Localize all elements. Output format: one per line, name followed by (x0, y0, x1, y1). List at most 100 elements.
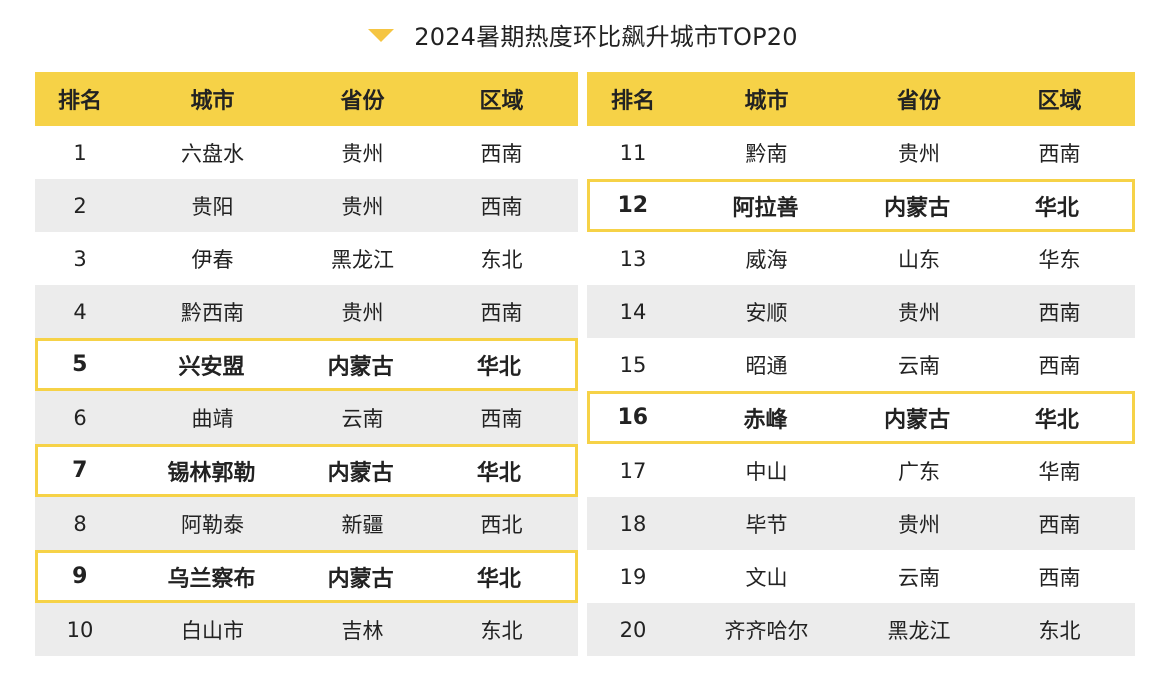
cell-province: 广东 (898, 459, 940, 484)
cell-region: 西北 (480, 512, 523, 537)
table-row: 20 齐齐哈尔 黑龙江 东北 (587, 603, 1135, 656)
cell-rank: 1 (73, 140, 87, 165)
title-bar: 2024暑期热度环比飙升城市TOP20 (0, 14, 1166, 54)
table-row: 18 毕节 贵州 西南 (587, 497, 1135, 550)
table-row: 13 威海 山东 华东 (587, 232, 1135, 285)
cell-province: 贵州 (341, 141, 384, 166)
cell-rank: 2 (73, 193, 87, 218)
cell-city: 文山 (745, 565, 788, 590)
table-row-highlighted: 16 赤峰 内蒙古 华北 (587, 391, 1135, 444)
cell-city: 曲靖 (191, 406, 234, 431)
cell-rank: 18 (619, 511, 647, 536)
cell-rank: 19 (619, 564, 647, 589)
cell-region: 华北 (476, 354, 521, 380)
table-row: 2 贵阳 贵州 西南 (35, 179, 578, 232)
cell-region: 西南 (1038, 353, 1081, 378)
table-row-highlighted: 5 兴安盟 内蒙古 华北 (35, 338, 578, 391)
header-rank: 排名 (57, 89, 102, 114)
cell-region: 西南 (480, 406, 523, 431)
cell-rank: 14 (619, 299, 647, 324)
cell-province: 贵州 (898, 512, 940, 537)
cell-province: 云南 (341, 406, 384, 431)
cell-province: 云南 (898, 565, 940, 590)
cell-region: 西南 (480, 300, 523, 325)
cell-province: 新疆 (341, 512, 384, 537)
cell-city: 伊春 (191, 247, 234, 272)
cell-province: 黑龙江 (331, 247, 394, 272)
cell-region: 西南 (1038, 300, 1081, 325)
cell-rank: 5 (72, 352, 88, 377)
cell-city: 昭通 (745, 353, 788, 378)
cell-rank: 8 (73, 511, 87, 536)
cell-city: 中山 (745, 459, 788, 484)
cell-province: 内蒙古 (327, 460, 394, 486)
table-row-highlighted: 7 锡林郭勒 内蒙古 华北 (35, 444, 578, 497)
cell-city: 白山市 (181, 618, 244, 643)
cell-city: 黔南 (745, 141, 788, 166)
cell-province: 黑龙江 (887, 618, 951, 643)
cell-province: 贵州 (341, 300, 384, 325)
cell-rank: 9 (72, 564, 88, 589)
cell-city: 黔西南 (181, 300, 244, 325)
table-row: 10 白山市 吉林 东北 (35, 603, 578, 656)
table-row: 11 黔南 贵州 西南 (587, 126, 1135, 179)
cell-region: 西南 (480, 194, 523, 219)
cell-city: 毕节 (745, 512, 788, 537)
cell-rank: 7 (72, 458, 88, 483)
ranking-table-right: 排名 城市 省份 区域 11 黔南 贵州 西南 12 阿拉善 内蒙古 华北 13 威海 山东 华东 14… (587, 72, 1135, 656)
cell-city: 贵阳 (191, 194, 234, 219)
cell-region: 东北 (480, 618, 523, 643)
header-province: 省份 (340, 89, 385, 114)
table-row: 3 伊春 黑龙江 东北 (35, 232, 578, 285)
cell-rank: 4 (73, 299, 87, 324)
cell-region: 西南 (1038, 512, 1081, 537)
cell-rank: 11 (619, 140, 647, 165)
cell-city: 安顺 (745, 300, 788, 325)
header-province: 省份 (896, 89, 941, 114)
cell-province: 内蒙古 (884, 407, 951, 433)
cell-rank: 6 (73, 405, 87, 430)
cell-province: 贵州 (898, 141, 940, 166)
table-body: 11 黔南 贵州 西南 12 阿拉善 内蒙古 华北 13 威海 山东 华东 14 安顺 贵州 西南 15 昭通 云南… (587, 126, 1135, 656)
table-row: 4 黔西南 贵州 西南 (35, 285, 578, 338)
cell-city: 威海 (745, 247, 788, 272)
cell-rank: 16 (617, 405, 649, 430)
cell-city: 锡林郭勒 (167, 460, 256, 486)
cell-region: 华北 (1034, 195, 1079, 221)
table-header: 排名 城市 省份 区域 (587, 72, 1135, 126)
cell-city: 赤峰 (743, 407, 788, 433)
cell-city: 阿勒泰 (181, 512, 244, 537)
cell-region: 华北 (1034, 407, 1079, 433)
cell-region: 华北 (476, 460, 521, 486)
cell-rank: 3 (73, 246, 87, 271)
cell-province: 内蒙古 (327, 566, 394, 592)
cell-city: 齐齐哈尔 (724, 618, 809, 643)
cell-region: 东北 (480, 247, 523, 272)
cell-region: 西南 (1038, 565, 1081, 590)
cell-region: 东北 (1038, 618, 1081, 643)
cell-region: 西南 (1038, 141, 1081, 166)
header-region: 区域 (1037, 89, 1082, 114)
page-title: 2024暑期热度环比飙升城市TOP20 (414, 22, 798, 51)
header-region: 区域 (479, 89, 524, 114)
table-row: 17 中山 广东 华南 (587, 444, 1135, 497)
ranking-table-left: 排名 城市 省份 区域 1 六盘水 贵州 西南 2 贵阳 贵州 西南 3 伊春 黑龙江 东北 4 黔西南贵… (35, 72, 578, 656)
table-row-highlighted: 12 阿拉善 内蒙古 华北 (587, 179, 1135, 232)
cell-city: 阿拉善 (732, 195, 799, 221)
cell-rank: 15 (619, 352, 647, 377)
table-row: 19 文山 云南 西南 (587, 550, 1135, 603)
table-row: 8 阿勒泰 新疆 西北 (35, 497, 578, 550)
table-row: 6 曲靖 云南 西南 (35, 391, 578, 444)
cell-region: 西南 (480, 141, 523, 166)
cell-province: 内蒙古 (884, 195, 951, 221)
cell-province: 贵州 (898, 300, 940, 325)
triangle-down-icon (368, 28, 395, 42)
table-header: 排名 城市 省份 区域 (35, 72, 578, 126)
table-row: 1 六盘水 贵州 西南 (35, 126, 578, 179)
header-rank: 排名 (610, 89, 655, 114)
cell-rank: 10 (66, 617, 94, 642)
cell-region: 华东 (1038, 247, 1081, 272)
table-row: 14 安顺 贵州 西南 (587, 285, 1135, 338)
cell-rank: 20 (619, 617, 647, 642)
cell-rank: 13 (619, 246, 647, 271)
